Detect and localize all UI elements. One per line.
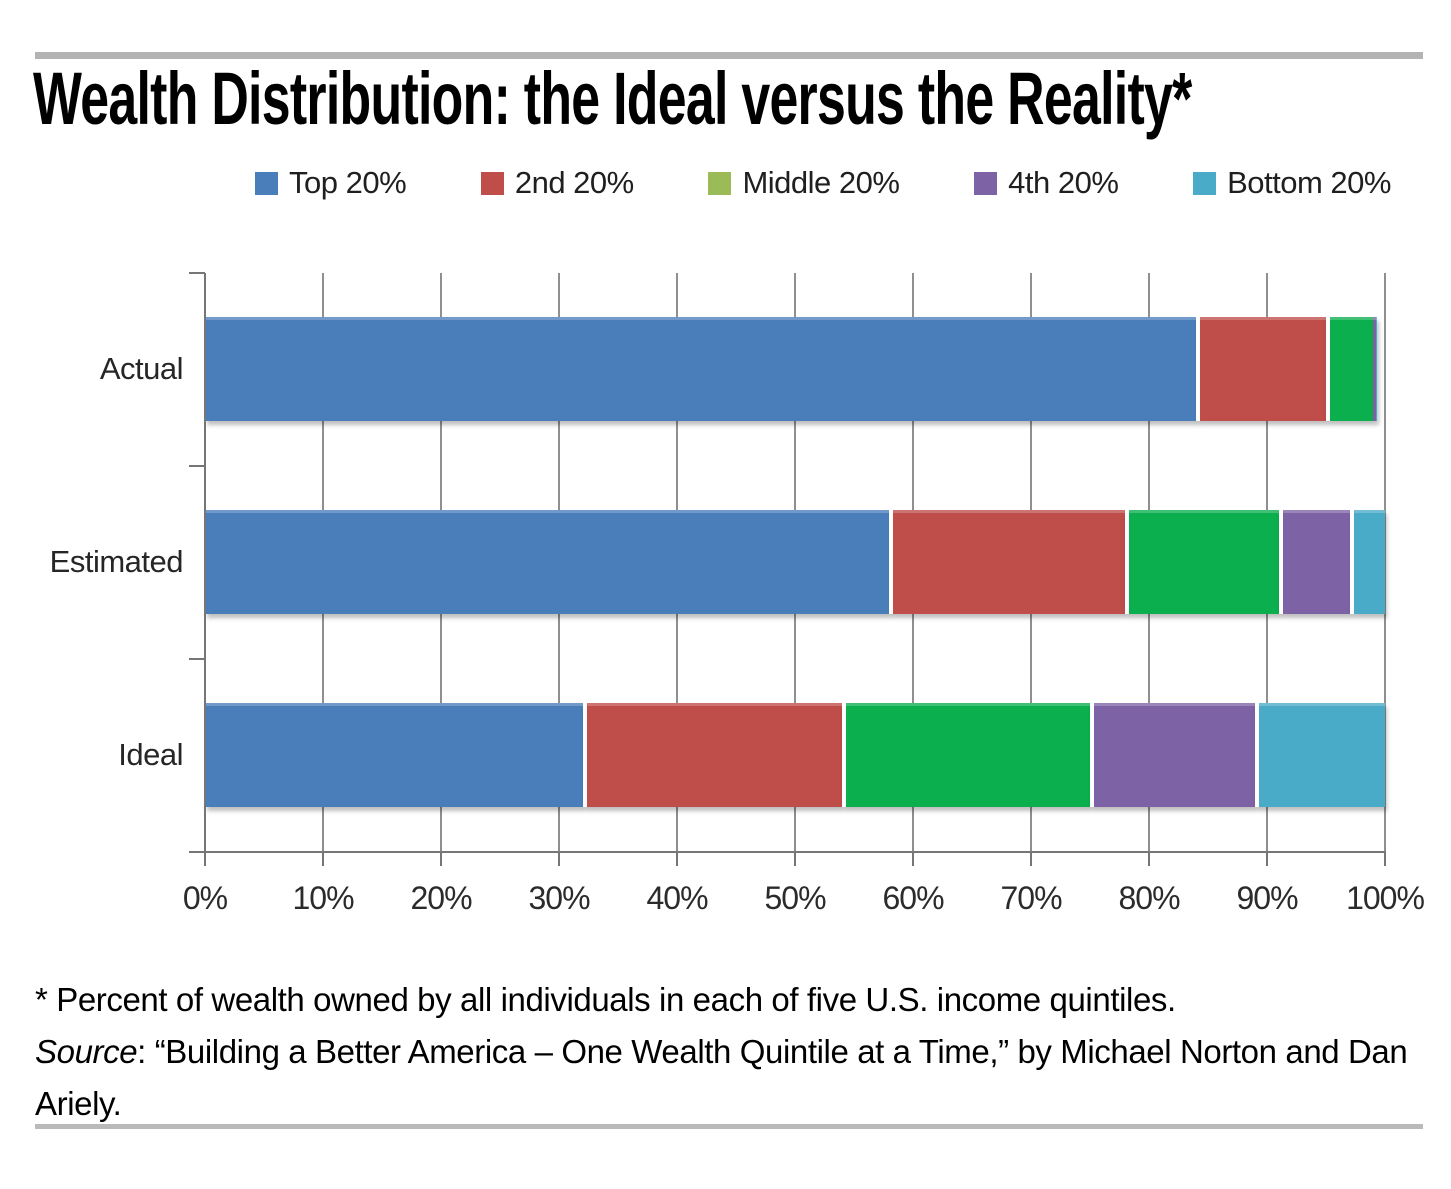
bar-row-actual: Actual (100, 273, 1385, 466)
bar-segment-ideal-2nd-20 (582, 703, 843, 807)
x-tick-label-60: 60% (882, 880, 944, 916)
bar-ideal (205, 703, 1385, 807)
footnote: * Percent of wealth owned by all individ… (35, 974, 1445, 1130)
x-axis-line (189, 851, 1386, 853)
x-tick-label-0: 0% (182, 880, 228, 916)
bar-segment-estimated-top-20 (205, 510, 890, 614)
bar-segment-actual-2nd-20 (1196, 317, 1326, 421)
bar-segment-ideal-middle-20 (842, 703, 1090, 807)
legend-swatch-4th-20 (974, 171, 998, 195)
bar-actual (205, 317, 1385, 421)
x-tick-label-80: 80% (1118, 880, 1180, 916)
x-axis-tick-80 (1148, 853, 1150, 866)
x-tick-label-90: 90% (1236, 880, 1298, 916)
x-tick-label-40: 40% (646, 880, 708, 916)
x-axis-tick-60 (912, 853, 914, 866)
bar-segment-actual-4th-20 (1373, 317, 1376, 421)
bar-segment-estimated-2nd-20 (889, 510, 1126, 614)
legend-swatch-middle-20 (708, 171, 732, 195)
chart-plot: Actual Estimated Ideal (50, 272, 1386, 866)
bar-segment-estimated-middle-20 (1125, 510, 1279, 614)
legend-item-2nd-20: 2nd 20% (480, 165, 634, 201)
top-rule (35, 52, 1423, 59)
x-axis-tick-10 (322, 853, 324, 866)
footnote-note: * Percent of wealth owned by all individ… (35, 981, 1176, 1018)
x-axis-labels: 0% 10% 20% 30% 40% 50% 60% 70% 80% 90% 100% (183, 880, 1425, 924)
x-tick-label-30: 30% (528, 880, 590, 916)
legend-label-2nd-20: 2nd 20% (514, 165, 634, 200)
bar-row-estimated: Estimated (50, 466, 1385, 659)
x-axis-tick-50 (794, 853, 796, 866)
footnote-source-text: : “Building a Better America – One Wealt… (35, 1033, 1408, 1122)
page-title: Wealth Distribution: the Ideal versus th… (33, 57, 1192, 140)
bar-segment-estimated-bottom-20 (1349, 510, 1385, 614)
x-tick-label-100: 100% (1346, 880, 1425, 916)
x-tick-label-70: 70% (1000, 880, 1062, 916)
legend-swatch-bottom-20 (1193, 171, 1217, 195)
legend-swatch-top-20 (255, 171, 278, 195)
bar-estimated (205, 510, 1385, 614)
legend-item-4th-20: 4th 20% (974, 165, 1119, 201)
bar-segment-actual-middle-20 (1325, 317, 1374, 421)
y-axis-tick-1 (189, 465, 205, 467)
legend-label-top-20: Top 20% (289, 165, 407, 200)
bar-segment-ideal-4th-20 (1089, 703, 1256, 807)
legend-item-middle-20: Middle 20% (708, 165, 900, 201)
category-label-actual: Actual (99, 351, 184, 387)
bottom-rule (35, 1124, 1423, 1129)
bar-segment-ideal-top-20 (205, 703, 583, 807)
x-axis-tick-20 (440, 853, 442, 866)
x-axis-tick-70 (1030, 853, 1032, 866)
legend-item-bottom-20: Bottom 20% (1193, 165, 1391, 201)
x-axis-tick-100 (1384, 853, 1386, 866)
bar-segment-estimated-4th-20 (1278, 510, 1350, 614)
chart-legend: Top 20% 2nd 20% Middle 20% 4th 20% Bottom 20… (255, 161, 1391, 205)
gridline-100 (1384, 273, 1386, 852)
y-axis-line (204, 273, 206, 852)
bar-segment-ideal-bottom-20 (1255, 703, 1385, 807)
legend-swatch-2nd-20 (480, 171, 504, 195)
y-axis-tick-0 (189, 272, 205, 274)
x-tick-label-50: 50% (764, 880, 826, 916)
category-label-estimated: Estimated (49, 544, 184, 580)
x-tick-label-10: 10% (292, 880, 354, 916)
x-axis-tick-0 (204, 853, 206, 866)
bar-row-ideal: Ideal (118, 659, 1385, 852)
legend-label-4th-20: 4th 20% (1008, 165, 1119, 200)
bar-segment-actual-bottom-20 (1375, 317, 1377, 421)
x-axis-tick-30 (558, 853, 560, 866)
y-axis-tick-2 (189, 658, 205, 660)
x-axis-tick-90 (1266, 853, 1268, 866)
category-label-ideal: Ideal (118, 737, 183, 773)
x-tick-label-20: 20% (410, 880, 472, 916)
legend-label-bottom-20: Bottom 20% (1227, 165, 1391, 200)
bar-segment-actual-top-20 (205, 317, 1197, 421)
footnote-source-label: Source (35, 1033, 138, 1070)
x-axis-tick-40 (676, 853, 678, 866)
legend-item-top-20: Top 20% (255, 165, 407, 201)
legend-label-middle-20: Middle 20% (742, 165, 900, 200)
